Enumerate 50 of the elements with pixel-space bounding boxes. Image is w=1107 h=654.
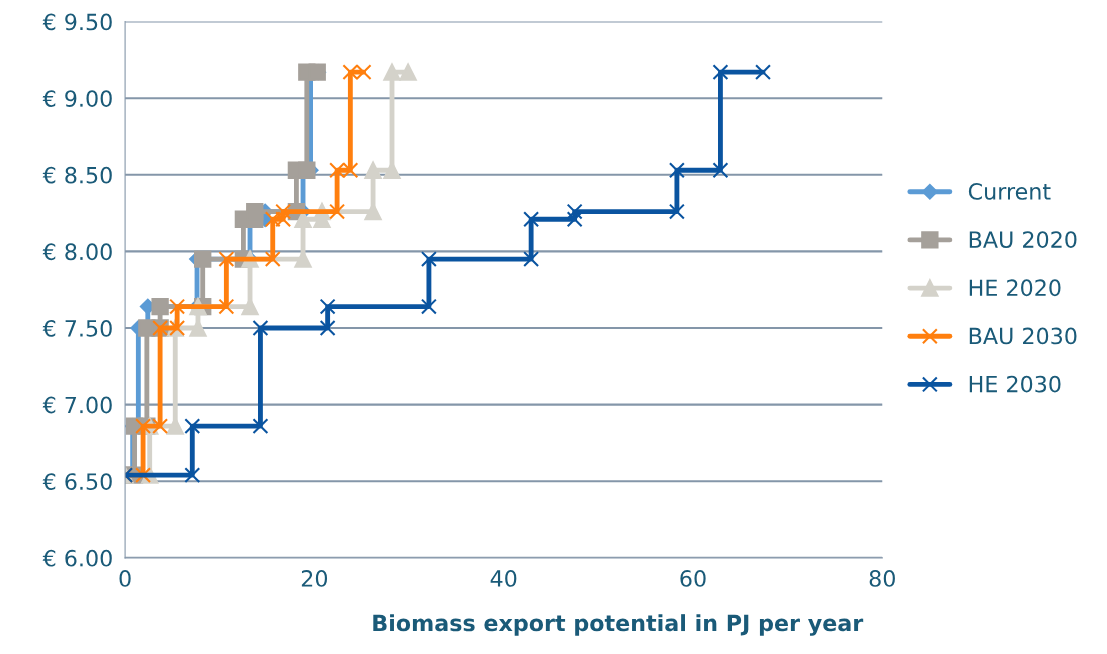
- x-tick-label: 80: [869, 570, 895, 587]
- point: [298, 161, 316, 179]
- point: [420, 298, 437, 315]
- x-tick-label: 20: [301, 570, 328, 587]
- point: [319, 320, 336, 337]
- point: [252, 418, 269, 435]
- point: [383, 63, 401, 81]
- point: [755, 64, 772, 81]
- legend-label: HE 2030: [969, 375, 1061, 393]
- point: [319, 298, 336, 315]
- y-tick-label: € 7.00: [42, 396, 112, 414]
- y-tick-label: € 8.50: [42, 166, 112, 184]
- point: [399, 63, 417, 81]
- point: [151, 297, 169, 316]
- point: [275, 203, 292, 220]
- legend-label: BAU 2020: [969, 231, 1077, 248]
- y-tick-label: € 9.50: [42, 13, 112, 31]
- legend-label: BAU 2030: [969, 327, 1077, 345]
- legend-label: Current: [968, 183, 1051, 200]
- x-tick-label: 40: [490, 570, 517, 587]
- y-tick-label: € 7.50: [42, 319, 112, 337]
- x-tick-label: 60: [680, 570, 706, 587]
- point: [420, 251, 437, 268]
- y-tick-label: € 9.00: [42, 90, 112, 107]
- y-tick-label: € 6.00: [42, 549, 112, 567]
- y-tick-label: € 6.50: [42, 473, 112, 491]
- point: [523, 251, 540, 268]
- point: [184, 418, 201, 435]
- point: [668, 203, 685, 220]
- point: [218, 298, 235, 315]
- x-axis-title: Biomass export potential in PJ per year: [373, 614, 864, 636]
- point: [668, 162, 685, 179]
- point: [169, 298, 186, 315]
- point: [523, 211, 540, 228]
- y-tick-label: € 8.00: [42, 243, 112, 261]
- point: [712, 162, 729, 179]
- point: [264, 251, 281, 268]
- point: [566, 211, 583, 228]
- point: [566, 203, 583, 220]
- point: [252, 320, 269, 337]
- point: [364, 161, 382, 179]
- legend-label: HE 2020: [969, 279, 1061, 297]
- point: [712, 64, 729, 81]
- point: [329, 203, 346, 220]
- point: [184, 467, 201, 484]
- point: [135, 467, 152, 484]
- x-tick-label: 0: [119, 570, 131, 587]
- point: [218, 251, 235, 268]
- point: [246, 202, 264, 221]
- point: [194, 250, 212, 268]
